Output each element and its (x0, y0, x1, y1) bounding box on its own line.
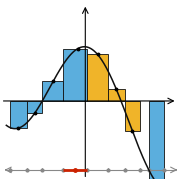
Bar (27, 101, 42, 113)
Bar (42, 81, 63, 101)
Bar (108, 89, 125, 101)
Bar (87, 54, 108, 101)
Bar (149, 101, 164, 180)
Bar (10, 101, 27, 128)
Bar (125, 101, 140, 131)
Bar (63, 49, 87, 101)
